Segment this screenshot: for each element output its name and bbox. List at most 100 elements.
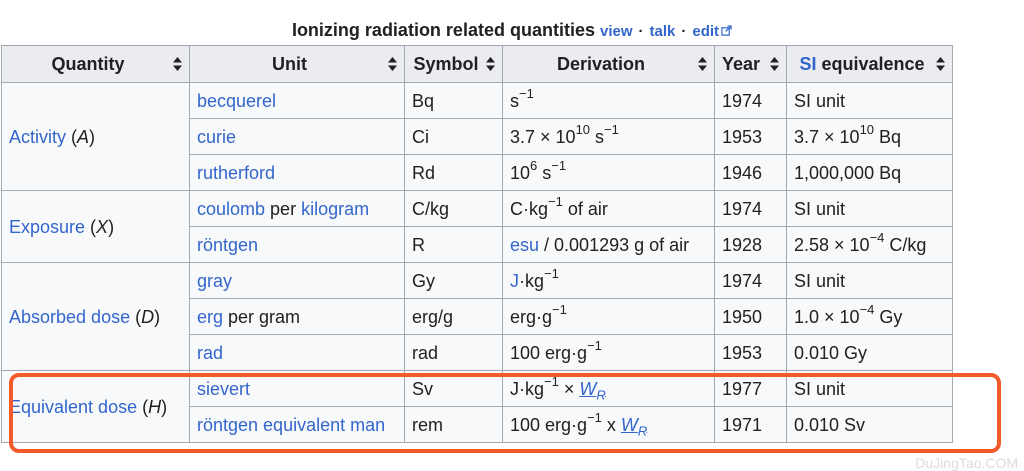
weighting-factor-link[interactable]: WR [579, 378, 606, 403]
sort-icon [486, 57, 495, 71]
rutherford-link[interactable]: rutherford [197, 162, 276, 183]
quantity-equivalent-dose: Equivalent dose (H) [1, 370, 190, 443]
esu-link[interactable]: esu [510, 234, 540, 255]
year-cell: 1974 [714, 190, 787, 227]
year-cell: 1946 [714, 154, 787, 191]
sort-icon [388, 57, 397, 71]
table-row: Exposure (X) coulomb per kilogram C/kg C… [1, 190, 953, 263]
external-edit-icon [721, 25, 732, 36]
symbol-cell: C/kg [404, 190, 503, 227]
symbol-cell: erg/g [404, 298, 503, 335]
table-row: rad rad 100 erg·g−1 1953 0.010 Gy [2, 334, 953, 371]
symbol-cell: R [404, 226, 503, 263]
equivalent-dose-link[interactable]: Equivalent dose [9, 396, 138, 417]
year-cell: 1953 [714, 118, 787, 155]
year-cell: 1971 [714, 406, 787, 443]
coulomb-link[interactable]: coulomb [197, 198, 266, 219]
column-header-symbol[interactable]: Symbol [404, 45, 503, 83]
becquerel-link[interactable]: becquerel [197, 90, 277, 111]
derivation-cell: 100 erg·g−1 x WR [502, 406, 715, 443]
si-equivalence-cell: SI unit [786, 370, 953, 407]
year-cell: 1950 [714, 298, 787, 335]
unit-cell: röntgen equivalent man [189, 406, 405, 443]
unit-cell: röntgen [189, 226, 405, 263]
caption-title: Ionizing radiation related quantities [291, 20, 595, 40]
activity-link[interactable]: Activity [9, 126, 67, 147]
si-link[interactable]: SI [799, 54, 817, 74]
unit-cell: curie [189, 118, 405, 155]
radiation-quantities-table: Quantity Unit Symbol Derivation Year SI … [1, 45, 953, 443]
sort-icon [770, 57, 779, 71]
si-equivalence-cell: 1.0 × 10−4 Gy [786, 298, 953, 335]
absorbed-dose-link[interactable]: Absorbed dose [9, 306, 131, 327]
si-equivalence-cell: 0.010 Gy [786, 334, 953, 371]
separator: · [638, 23, 644, 40]
sort-icon [936, 57, 945, 71]
si-equivalence-cell: 3.7 × 1010 Bq [786, 118, 953, 155]
exposure-link[interactable]: Exposure [9, 216, 86, 237]
quantity-absorbed-dose: Absorbed dose (D) [1, 262, 190, 371]
rad-link[interactable]: rad [197, 342, 224, 363]
unit-cell: erg per gram [189, 298, 405, 335]
unit-cell: sievert [189, 370, 405, 407]
kilogram-link[interactable]: kilogram [301, 198, 370, 219]
symbol-cell: Bq [404, 82, 503, 119]
gray-link[interactable]: gray [197, 270, 233, 291]
column-header-si-equivalence[interactable]: SI equivalence [786, 45, 953, 83]
curie-link[interactable]: curie [197, 126, 237, 147]
talk-link[interactable]: talk [649, 23, 676, 40]
table-row: Equivalent dose (H) sievert Sv J·kg−1 × … [1, 370, 953, 443]
edit-label: edit [692, 23, 720, 40]
header-row: Quantity Unit Symbol Derivation Year SI … [1, 45, 953, 83]
erg-link[interactable]: erg [197, 306, 224, 327]
symbol-cell: rem [404, 406, 503, 443]
table-row: röntgen equivalent man rem 100 erg·g−1 x… [2, 406, 953, 443]
year-cell: 1974 [714, 262, 787, 299]
derivation-cell: 3.7 × 1010 s−1 [502, 118, 715, 155]
symbol-cell: Sv [404, 370, 503, 407]
derivation-cell: J·kg−1 [502, 262, 715, 299]
table-row: röntgen R esu / 0.001293 g of air 1928 2… [2, 226, 953, 263]
si-equivalence-cell: 0.010 Sv [786, 406, 953, 443]
watermark: DuJingTao.COM [915, 455, 1018, 471]
unit-cell: rad [189, 334, 405, 371]
derivation-cell: esu / 0.001293 g of air [502, 226, 715, 263]
quantity-exposure: Exposure (X) [1, 190, 190, 263]
column-header-year[interactable]: Year [714, 45, 787, 83]
derivation-cell: C·kg−1 of air [502, 190, 715, 227]
derivation-cell: s−1 [502, 82, 715, 119]
table-row: Activity (A) becquerel Bq s−1 1974 SI un… [1, 82, 953, 191]
rem-link[interactable]: röntgen equivalent man [197, 414, 386, 435]
symbol-cell: Rd [404, 154, 503, 191]
si-equivalence-cell: SI unit [786, 82, 953, 119]
column-header-quantity[interactable]: Quantity [1, 45, 190, 83]
unit-cell: rutherford [189, 154, 405, 191]
view-link[interactable]: view [599, 23, 633, 40]
table-row: erg per gram erg/g erg·g−1 1950 1.0 × 10… [2, 298, 953, 335]
unit-cell: becquerel [189, 82, 405, 119]
table-caption: Ionizing radiation related quantities vi… [0, 18, 1024, 44]
si-equivalence-cell: SI unit [786, 190, 953, 227]
symbol-cell: rad [404, 334, 503, 371]
sort-icon [173, 57, 182, 71]
navbar: view · talk · edit [600, 23, 732, 40]
column-header-derivation[interactable]: Derivation [502, 45, 715, 83]
si-equivalence-cell: 2.58 × 10−4 C/kg [786, 226, 953, 263]
year-cell: 1974 [714, 82, 787, 119]
rontgen-link[interactable]: röntgen [197, 234, 259, 255]
edit-link[interactable]: edit [692, 23, 732, 40]
table-row: Absorbed dose (D) gray Gy J·kg−1 1974 SI… [1, 262, 953, 371]
weighting-factor-link[interactable]: WR [620, 414, 648, 439]
quantity-activity: Activity (A) [1, 82, 190, 191]
symbol-cell: Ci [404, 118, 503, 155]
si-equivalence-cell: SI unit [786, 262, 953, 299]
column-header-unit[interactable]: Unit [189, 45, 405, 83]
year-cell: 1977 [714, 370, 787, 407]
si-equivalence-cell: 1,000,000 Bq [786, 154, 953, 191]
derivation-cell: 106 s−1 [502, 154, 715, 191]
joule-link[interactable]: J [510, 270, 519, 291]
unit-cell: gray [189, 262, 405, 299]
sievert-link[interactable]: sievert [197, 378, 251, 399]
unit-cell: coulomb per kilogram [189, 190, 405, 227]
separator: · [681, 23, 687, 40]
